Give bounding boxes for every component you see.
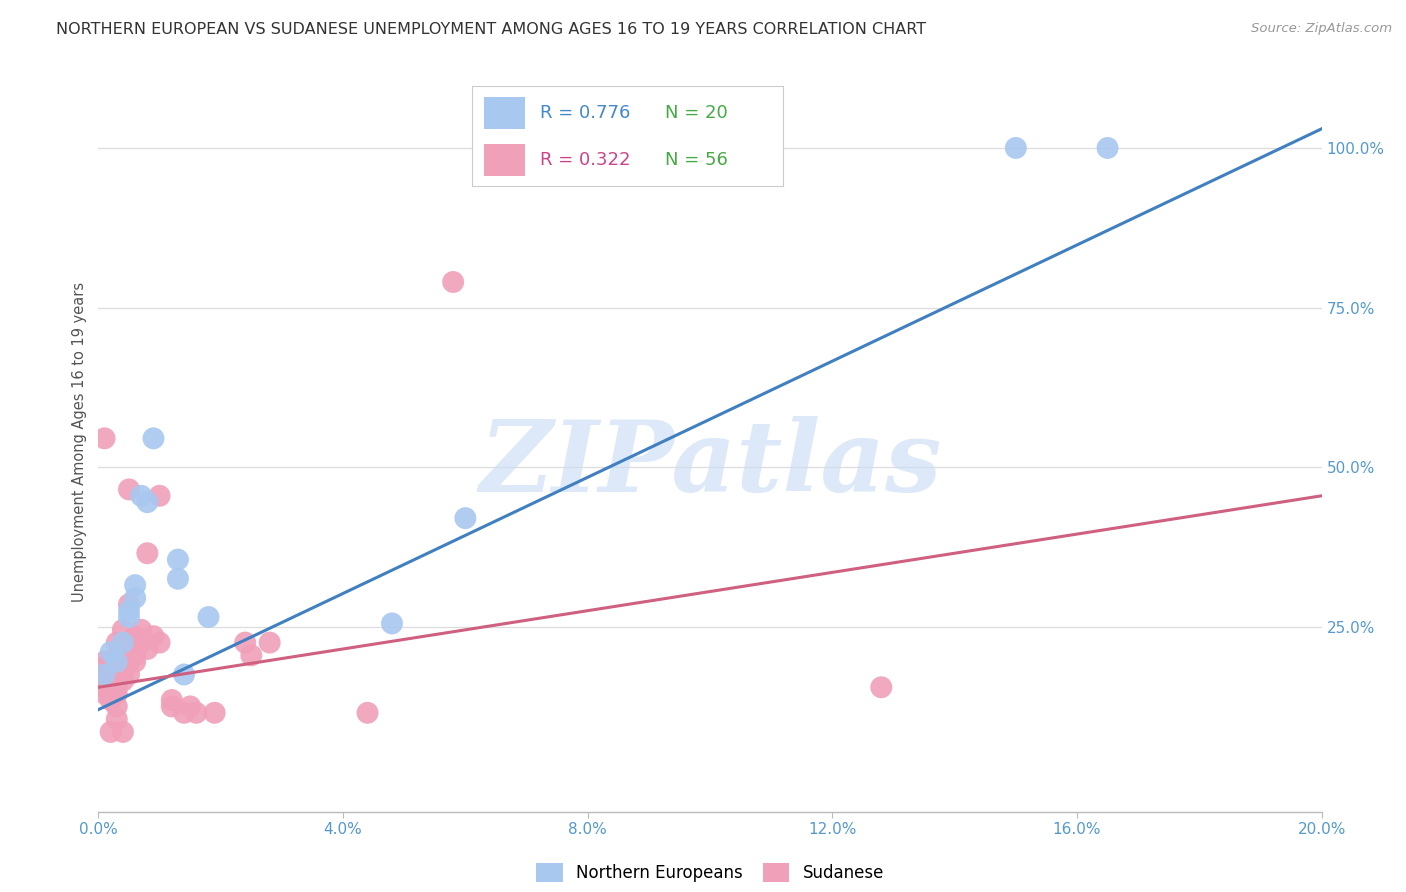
Point	[105, 635, 128, 649]
Point	[118, 655, 141, 669]
Point	[100, 645, 122, 659]
Point	[142, 629, 165, 643]
Point	[105, 667, 128, 681]
Point	[149, 489, 172, 503]
Point	[118, 483, 141, 497]
Point	[93, 687, 115, 701]
Point	[167, 552, 190, 566]
Point	[136, 546, 159, 560]
Point	[111, 667, 134, 681]
Point	[100, 687, 122, 701]
Point	[197, 610, 219, 624]
Point	[454, 511, 477, 525]
Point	[160, 693, 183, 707]
Point	[93, 661, 115, 675]
Point	[1097, 141, 1119, 155]
Point	[186, 706, 208, 720]
Point	[204, 706, 226, 720]
Point	[129, 489, 152, 503]
Point	[100, 655, 122, 669]
Point	[118, 604, 141, 618]
Text: N = 20: N = 20	[665, 104, 728, 122]
Point	[111, 635, 134, 649]
Text: ZIPatlas: ZIPatlas	[479, 416, 941, 512]
Bar	[484, 97, 524, 129]
Point	[111, 725, 134, 739]
Point	[118, 642, 141, 657]
Point	[124, 578, 146, 592]
Point	[259, 635, 281, 649]
Point	[105, 655, 128, 669]
Bar	[484, 145, 524, 176]
Text: R = 0.322: R = 0.322	[540, 151, 631, 169]
Point	[129, 635, 152, 649]
Point	[173, 667, 195, 681]
Point	[118, 597, 141, 611]
Point	[105, 673, 128, 688]
Point	[100, 673, 122, 688]
Point	[105, 699, 128, 714]
Point	[111, 673, 134, 688]
Text: R = 0.776: R = 0.776	[540, 104, 630, 122]
Point	[124, 629, 146, 643]
Point	[173, 706, 195, 720]
Point	[105, 680, 128, 694]
Text: NORTHERN EUROPEAN VS SUDANESE UNEMPLOYMENT AMONG AGES 16 TO 19 YEARS CORRELATION: NORTHERN EUROPEAN VS SUDANESE UNEMPLOYME…	[56, 22, 927, 37]
Point	[233, 635, 256, 649]
Point	[105, 712, 128, 726]
Point	[111, 623, 134, 637]
Point	[93, 655, 115, 669]
Point	[381, 616, 404, 631]
Point	[870, 680, 893, 694]
Point	[441, 275, 464, 289]
Point	[356, 706, 378, 720]
Point	[179, 699, 201, 714]
Point	[1004, 141, 1026, 155]
Legend: Northern Europeans, Sudanese: Northern Europeans, Sudanese	[529, 856, 891, 888]
Point	[93, 431, 115, 445]
Point	[136, 495, 159, 509]
Point	[100, 661, 122, 675]
Point	[149, 635, 172, 649]
Point	[167, 572, 190, 586]
Point	[100, 693, 122, 707]
Point	[105, 655, 128, 669]
Point	[124, 655, 146, 669]
Point	[87, 667, 110, 681]
Point	[93, 667, 115, 681]
Text: N = 56: N = 56	[665, 151, 728, 169]
Y-axis label: Unemployment Among Ages 16 to 19 years: Unemployment Among Ages 16 to 19 years	[72, 282, 87, 601]
Point	[118, 648, 141, 663]
Text: Source: ZipAtlas.com: Source: ZipAtlas.com	[1251, 22, 1392, 36]
Point	[160, 699, 183, 714]
Point	[118, 610, 141, 624]
Point	[100, 680, 122, 694]
Point	[686, 151, 709, 165]
Point	[240, 648, 263, 663]
Point	[93, 680, 115, 694]
Point	[105, 687, 128, 701]
Point	[105, 648, 128, 663]
Point	[129, 623, 152, 637]
Point	[142, 431, 165, 445]
Point	[100, 667, 122, 681]
Point	[111, 655, 134, 669]
Point	[124, 591, 146, 605]
Point	[136, 642, 159, 657]
Point	[124, 648, 146, 663]
Point	[118, 667, 141, 681]
Point	[100, 725, 122, 739]
